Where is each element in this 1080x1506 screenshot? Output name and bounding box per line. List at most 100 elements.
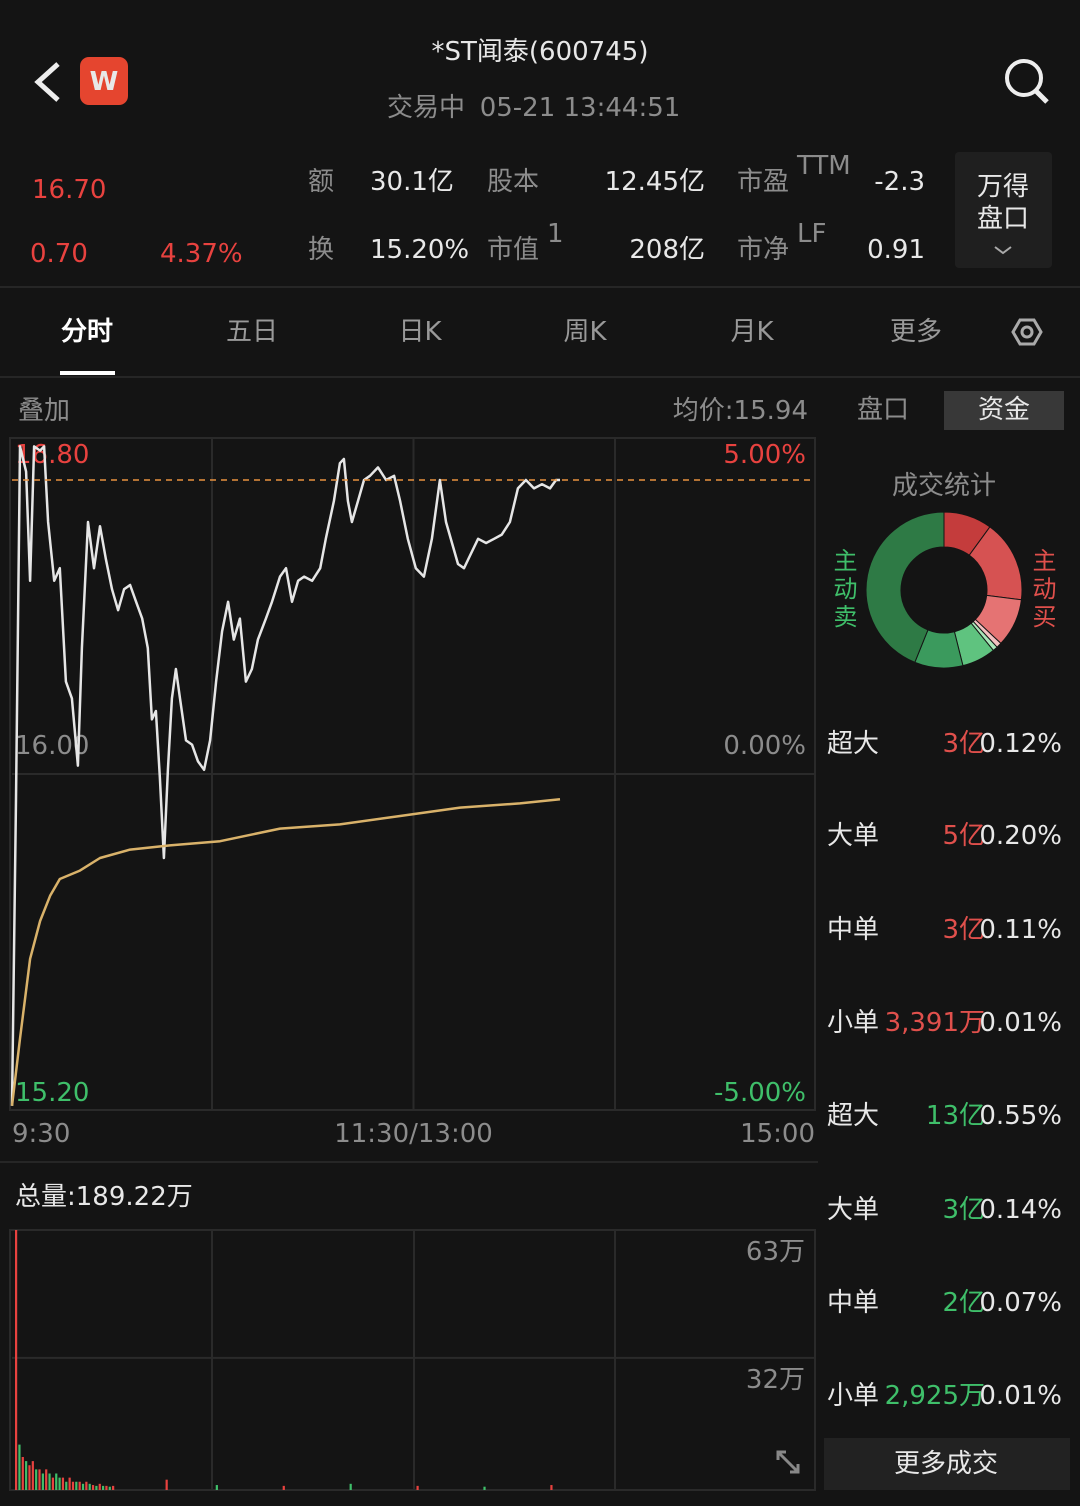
volume-bar: [75, 1481, 78, 1490]
row-pct: 0.12%: [979, 729, 1062, 759]
row-label: 大单: [827, 821, 879, 851]
row-amount: 3亿: [942, 729, 985, 759]
stat-label: 换: [308, 235, 334, 265]
volume-bar: [105, 1485, 108, 1490]
volume-bar: [215, 1485, 218, 1490]
stat-label: 市净: [737, 235, 789, 265]
volume-bar: [165, 1479, 168, 1490]
volume-bar: [18, 1444, 21, 1490]
search-button[interactable]: [1005, 59, 1049, 104]
back-button[interactable]: [34, 62, 60, 102]
row-label: 中单: [827, 915, 879, 945]
y-tick-label: 15.20: [15, 1078, 89, 1108]
row-pct: 0.20%: [979, 821, 1062, 851]
tab[interactable]: 日K: [398, 317, 442, 347]
stat-value: 208亿: [629, 235, 705, 265]
tab-underline: [60, 371, 115, 375]
change: 0.70: [30, 239, 88, 269]
tab[interactable]: 更多: [890, 317, 942, 347]
volume-bar: [416, 1485, 419, 1490]
stat-value: 12.45亿: [605, 167, 705, 197]
row-pct: 0.01%: [979, 1008, 1062, 1038]
chevron: [994, 246, 1012, 255]
volume-frame: [9, 1229, 816, 1491]
volume-bar: [58, 1477, 61, 1490]
wind-button[interactable]: [955, 152, 1052, 268]
donut-segment: [865, 511, 945, 663]
volume-bar: [71, 1481, 75, 1490]
volume-bar: [349, 1483, 352, 1490]
row-pct: 0.01%: [979, 1381, 1062, 1411]
row-label: 大单: [827, 1195, 879, 1225]
volume-bar: [55, 1473, 58, 1490]
row-amount: 3亿: [942, 1195, 985, 1225]
volume-bar: [48, 1473, 51, 1490]
row-amount: 3亿: [942, 915, 985, 945]
overlay-button[interactable]: 叠加: [18, 396, 70, 426]
x-tick-label: 15:00: [740, 1119, 815, 1149]
time: 05-21 13:44:51: [480, 93, 681, 123]
sell-label: 主动卖: [829, 548, 857, 632]
volume-bar: [15, 1230, 18, 1490]
volume-bar: [98, 1483, 101, 1490]
stat-sup: TTM: [796, 151, 851, 181]
row-pct: 0.55%: [979, 1101, 1062, 1131]
volume-bar: [88, 1483, 91, 1490]
volume-total: 总量:189.22万: [15, 1182, 193, 1212]
y-tick-label: 63万: [746, 1237, 805, 1267]
side-tab-active[interactable]: [944, 391, 1064, 430]
settings-dot: [1020, 325, 1034, 339]
tab[interactable]: 五日: [226, 317, 278, 347]
logo: [80, 57, 128, 105]
pct-label: -5.00%: [714, 1078, 806, 1108]
stat-label: 股本: [487, 167, 539, 197]
volume-bar: [68, 1477, 71, 1490]
volume-bar: [35, 1469, 38, 1490]
volume-bar: [81, 1483, 85, 1490]
volume-bar: [21, 1456, 24, 1490]
volume-bar: [91, 1485, 95, 1490]
volume-bar: [112, 1485, 115, 1490]
avg-price: 均价:15.94: [673, 396, 808, 426]
row-label: 中单: [827, 1288, 879, 1318]
row-label: 小单: [827, 1381, 879, 1411]
stat-sup: 1: [547, 219, 564, 249]
volume-bar: [28, 1465, 31, 1490]
volume-bar: [85, 1481, 88, 1490]
pct-label: 5.00%: [723, 440, 806, 470]
y-tick-label: 32万: [746, 1365, 805, 1395]
volume-bar: [41, 1473, 44, 1490]
more-label: 更多成交: [894, 1449, 998, 1479]
side-tab[interactable]: 盘口: [857, 395, 909, 425]
volume-bar: [38, 1469, 41, 1490]
line-price: [10, 445, 560, 1106]
settings-button[interactable]: [1011, 318, 1043, 346]
stat-value: -2.3: [874, 167, 925, 197]
expand-button[interactable]: [776, 1450, 800, 1474]
more-button[interactable]: [824, 1438, 1070, 1490]
row-label: 小单: [827, 1008, 879, 1038]
x-tick-label: 9:30: [12, 1119, 70, 1149]
row-amount: 3,391万: [885, 1008, 985, 1038]
volume-bar: [25, 1461, 28, 1490]
volume-bar: [282, 1485, 285, 1490]
tab[interactable]: 分时: [61, 317, 113, 347]
row-amount: 13亿: [926, 1101, 985, 1131]
status: 交易中: [387, 93, 465, 123]
row-label: 超大: [827, 729, 879, 759]
stat-value: 30.1亿: [370, 167, 454, 197]
volume-bar: [78, 1481, 81, 1490]
row-pct: 0.07%: [979, 1288, 1062, 1318]
row-amount: 2,925万: [885, 1381, 985, 1411]
pct-label: 0.00%: [723, 731, 806, 761]
price: 16.70: [32, 175, 106, 205]
tab[interactable]: 周K: [563, 317, 607, 347]
volume-bar: [45, 1469, 48, 1490]
volume-bar: [483, 1486, 486, 1490]
side-tab[interactable]: 资金: [978, 395, 1030, 425]
wind-label: 盘口: [977, 204, 1029, 234]
tab[interactable]: 月K: [730, 317, 774, 347]
